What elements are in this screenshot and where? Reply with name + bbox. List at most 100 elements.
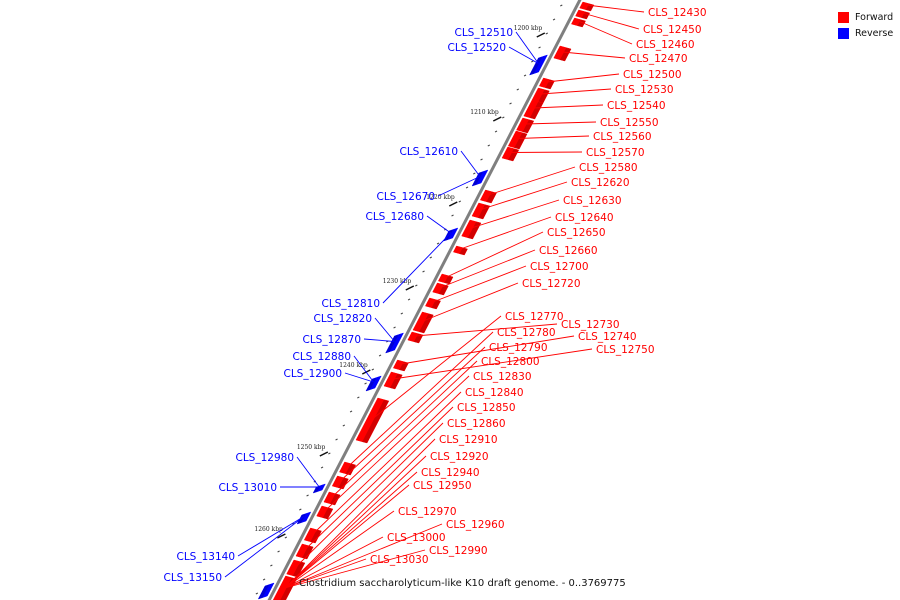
gene-label[interactable]: CLS_13150 xyxy=(164,572,223,584)
gene-label[interactable]: CLS_12820 xyxy=(314,313,373,325)
gene-label[interactable]: CLS_12880 xyxy=(293,351,352,363)
gene-label[interactable]: CLS_12920 xyxy=(430,451,489,463)
gene-label[interactable]: CLS_12610 xyxy=(400,146,459,158)
gene-label[interactable]: CLS_12750 xyxy=(596,344,655,356)
gene-label[interactable]: CLS_12500 xyxy=(623,69,682,81)
gene-label[interactable]: CLS_12800 xyxy=(481,356,540,368)
gene-label[interactable]: CLS_12470 xyxy=(629,53,688,65)
gene-leader-line xyxy=(284,536,384,589)
gene-feature-block[interactable] xyxy=(316,505,334,520)
gene-leader-line xyxy=(284,549,426,589)
gene-feature-block[interactable] xyxy=(529,54,548,76)
minor-tick xyxy=(342,424,346,427)
gene-leader-line xyxy=(284,438,436,589)
gene-label[interactable]: CLS_12720 xyxy=(522,278,581,290)
gene-label[interactable]: CLS_12670 xyxy=(377,191,436,203)
gene-label[interactable]: CLS_12630 xyxy=(563,195,622,207)
gene-label[interactable]: CLS_12780 xyxy=(497,327,556,339)
gene-label[interactable]: CLS_12990 xyxy=(429,545,488,557)
gene-feature-block[interactable] xyxy=(339,461,357,476)
gene-feature-block[interactable] xyxy=(295,543,314,560)
gene-feature-block[interactable] xyxy=(296,511,312,525)
gene-leader-line xyxy=(480,181,568,210)
gene-label[interactable]: CLS_12810 xyxy=(322,298,381,310)
gene-feature-shade xyxy=(559,48,572,61)
minor-tick xyxy=(277,550,280,553)
gene-label[interactable]: CLS_12640 xyxy=(555,212,614,224)
gene-feature-block[interactable] xyxy=(471,202,491,220)
gene-feature-block[interactable] xyxy=(303,527,322,544)
gene-feature-block[interactable] xyxy=(312,483,326,494)
gene-label[interactable]: CLS_12740 xyxy=(578,331,637,343)
gene-leader-line xyxy=(295,422,444,568)
gene-label[interactable]: CLS_12520 xyxy=(448,42,507,54)
gene-label[interactable]: CLS_12940 xyxy=(421,467,480,479)
gene-label[interactable]: CLS_12860 xyxy=(447,418,506,430)
gene-feature-shade xyxy=(345,464,356,475)
gene-label[interactable]: CLS_12660 xyxy=(539,245,598,257)
gene-label[interactable]: CLS_12430 xyxy=(648,7,707,19)
gene-label[interactable]: CLS_12620 xyxy=(571,177,630,189)
gene-feature-block[interactable] xyxy=(385,332,404,354)
gene-leader-line xyxy=(508,46,539,64)
gene-label[interactable]: CLS_13030 xyxy=(370,554,429,566)
gene-label[interactable]: CLS_12730 xyxy=(561,319,620,331)
gene-label[interactable]: CLS_12700 xyxy=(530,261,589,273)
gene-feature-block[interactable] xyxy=(501,146,520,162)
minor-tick xyxy=(465,186,469,189)
gene-leader-line xyxy=(284,471,418,589)
gene-feature-block[interactable] xyxy=(553,45,572,62)
gene-label[interactable]: CLS_12580 xyxy=(579,162,638,174)
gene-feature-block[interactable] xyxy=(471,169,489,187)
tick-label: 1260 kbp xyxy=(254,526,283,533)
gene-label[interactable]: CLS_12790 xyxy=(489,342,548,354)
gene-feature-block[interactable] xyxy=(461,219,482,240)
gene-leader-line xyxy=(422,282,519,322)
gene-feature-block[interactable] xyxy=(365,375,382,392)
gene-feature-block[interactable] xyxy=(516,117,535,134)
gene-feature-block[interactable] xyxy=(571,17,586,28)
minor-tick xyxy=(451,214,454,217)
gene-label[interactable]: CLS_12450 xyxy=(643,24,702,36)
gene-label[interactable]: CLS_12770 xyxy=(505,311,564,323)
gene-label[interactable]: CLS_12650 xyxy=(547,227,606,239)
gene-feature-block[interactable] xyxy=(257,582,275,600)
gene-feature-block[interactable] xyxy=(407,331,424,344)
gene-label[interactable]: CLS_13140 xyxy=(177,551,236,563)
gene-label[interactable]: CLS_12950 xyxy=(413,480,472,492)
gene-label[interactable]: CLS_12550 xyxy=(600,117,659,129)
gene-feature-block[interactable] xyxy=(392,359,409,372)
gene-label[interactable]: CLS_12870 xyxy=(303,334,362,346)
gene-feature-block[interactable] xyxy=(575,9,591,20)
gene-label[interactable]: CLS_13010 xyxy=(219,482,278,494)
gene-label[interactable]: CLS_12560 xyxy=(593,131,652,143)
gene-leader-line xyxy=(488,166,576,196)
gene-label[interactable]: CLS_12850 xyxy=(457,402,516,414)
gene-feature-block[interactable] xyxy=(355,397,390,444)
gene-label[interactable]: CLS_12980 xyxy=(236,452,295,464)
gene-feature-block[interactable] xyxy=(579,1,595,12)
gene-leader-line xyxy=(471,199,560,229)
gene-label[interactable]: CLS_12540 xyxy=(607,100,666,112)
gene-feature-block[interactable] xyxy=(523,99,544,120)
gene-label[interactable]: CLS_12830 xyxy=(473,371,532,383)
gene-label[interactable]: CLS_12680 xyxy=(366,211,425,223)
gene-label[interactable]: CLS_12900 xyxy=(284,368,343,380)
gene-feature-block[interactable] xyxy=(323,491,341,506)
gene-label[interactable]: CLS_12510 xyxy=(455,27,514,39)
gene-label[interactable]: CLS_13000 xyxy=(387,532,446,544)
minor-tick xyxy=(328,452,331,455)
gene-feature-block[interactable] xyxy=(412,311,434,334)
gene-label[interactable]: CLS_12910 xyxy=(439,434,498,446)
gene-label[interactable]: CLS_12530 xyxy=(615,84,674,96)
gene-feature-block[interactable] xyxy=(443,227,459,242)
gene-feature-block[interactable] xyxy=(383,371,403,390)
gene-label[interactable]: CLS_12570 xyxy=(586,147,645,159)
gene-label[interactable]: CLS_12840 xyxy=(465,387,524,399)
gene-label[interactable]: CLS_12970 xyxy=(398,506,457,518)
gene-feature-block[interactable] xyxy=(507,130,528,150)
gene-feature-block[interactable] xyxy=(538,77,555,90)
gene-label[interactable]: CLS_12460 xyxy=(636,39,695,51)
gene-label[interactable]: CLS_12960 xyxy=(446,519,505,531)
